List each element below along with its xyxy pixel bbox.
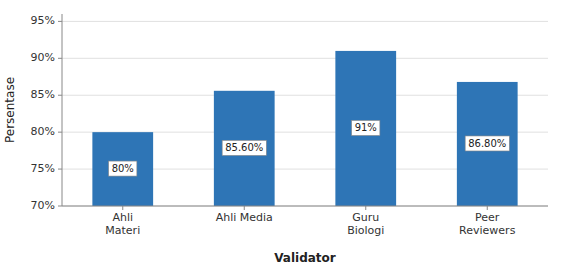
data-label-box — [109, 161, 137, 176]
x-tick-label: AhliMateri — [105, 211, 140, 237]
y-tick-label: 70% — [31, 199, 55, 212]
x-tick — [365, 206, 366, 210]
data-label-box — [465, 136, 509, 151]
y-tick-label: 90% — [31, 51, 55, 64]
bar — [335, 51, 396, 206]
data-label: 91% — [355, 122, 377, 133]
x-tick-label-line: Ahli — [112, 211, 133, 224]
bar — [214, 91, 275, 206]
x-tick-label-line: Guru — [352, 211, 379, 224]
chart-container: 70% 75% 80% 85% 90% 95% 80% 85.60% 91% 86.80% Ahli… — [0, 0, 562, 270]
x-tick — [244, 206, 245, 210]
grid-line — [62, 206, 548, 207]
data-label: 80% — [112, 163, 134, 174]
data-label: 85.60% — [225, 142, 263, 153]
x-tick — [487, 206, 488, 210]
y-axis-title: Persentase — [3, 77, 17, 143]
y-tick — [58, 206, 62, 207]
y-tick — [58, 21, 62, 22]
x-tick-label-line: Ahli Media — [216, 211, 273, 224]
grid-line — [62, 58, 548, 59]
x-axis — [62, 206, 548, 207]
x-tick — [122, 206, 123, 210]
x-tick-label: Ahli Media — [216, 211, 273, 224]
y-tick-label: 80% — [31, 125, 55, 138]
data-label-box — [352, 120, 380, 135]
x-tick-label-line: Biologi — [347, 224, 384, 237]
bars — [92, 51, 517, 206]
data-label-group: 80% — [109, 161, 137, 176]
y-tick-label: 85% — [31, 88, 55, 101]
x-tick-label: PeerReviewers — [459, 211, 516, 237]
y-tick — [58, 95, 62, 96]
data-label-group: 85.60% — [222, 140, 266, 155]
y-tick — [58, 132, 62, 133]
y-tick-label: 95% — [31, 14, 55, 27]
data-label-group: 91% — [352, 120, 380, 135]
y-tick — [58, 58, 62, 59]
x-tick-label-line: Reviewers — [459, 224, 516, 237]
bar — [457, 82, 518, 206]
data-label-group: 86.80% — [465, 136, 509, 151]
data-label-box — [222, 140, 266, 155]
y-axis — [62, 14, 63, 206]
x-tick-label-line: Materi — [105, 224, 140, 237]
y-tick-label: 75% — [31, 162, 55, 175]
grid-line — [62, 21, 548, 22]
data-label: 86.80% — [468, 138, 506, 149]
bar — [92, 132, 153, 206]
x-tick-label-line: Peer — [475, 211, 500, 224]
chart-svg: 70% 75% 80% 85% 90% 95% 80% 85.60% 91% 86.80% Ahli… — [0, 0, 562, 270]
y-tick — [58, 169, 62, 170]
x-tick-label: GuruBiologi — [347, 211, 384, 237]
x-axis-title: Validator — [274, 251, 336, 265]
